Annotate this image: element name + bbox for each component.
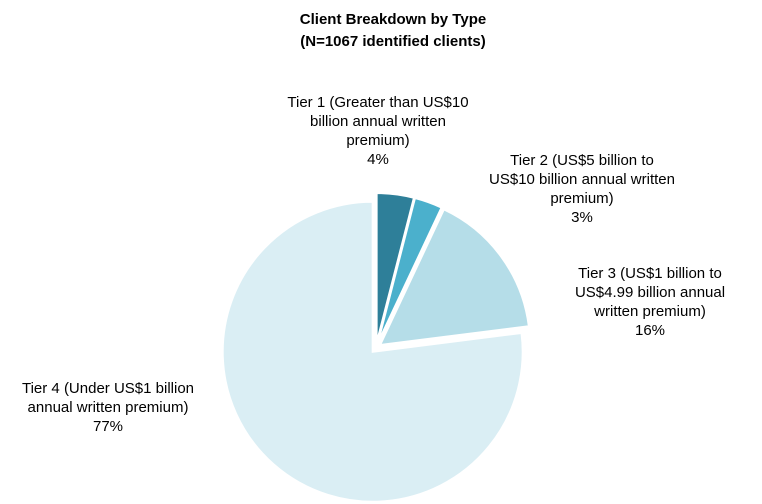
slice-label: Tier 3 (US$1 billion to US$4.99 billion a… bbox=[575, 265, 725, 320]
pie-slice bbox=[375, 192, 416, 344]
slice-value-label: 77% bbox=[93, 418, 123, 435]
pie-slice bbox=[221, 200, 524, 503]
pie bbox=[221, 192, 530, 503]
slice-value-label: 16% bbox=[635, 322, 665, 339]
chart-subtitle: (N=1067 identified clients) bbox=[300, 33, 485, 50]
pie-slice bbox=[376, 196, 443, 344]
slice-value-label: 3% bbox=[571, 209, 593, 226]
pie-slice bbox=[378, 208, 530, 347]
slice-label: Tier 4 (Under US$1 billion annual written… bbox=[22, 380, 194, 416]
slice-label: Tier 1 (Greater than US$10 billion annual… bbox=[287, 94, 468, 149]
labels: Tier 1 (Greater than US$10 billion annual… bbox=[22, 94, 725, 435]
chart-title: Client Breakdown by Type bbox=[300, 11, 486, 28]
slice-value-label: 4% bbox=[367, 151, 389, 168]
slice-label: Tier 2 (US$5 billion to US$10 billion ann… bbox=[489, 152, 675, 207]
